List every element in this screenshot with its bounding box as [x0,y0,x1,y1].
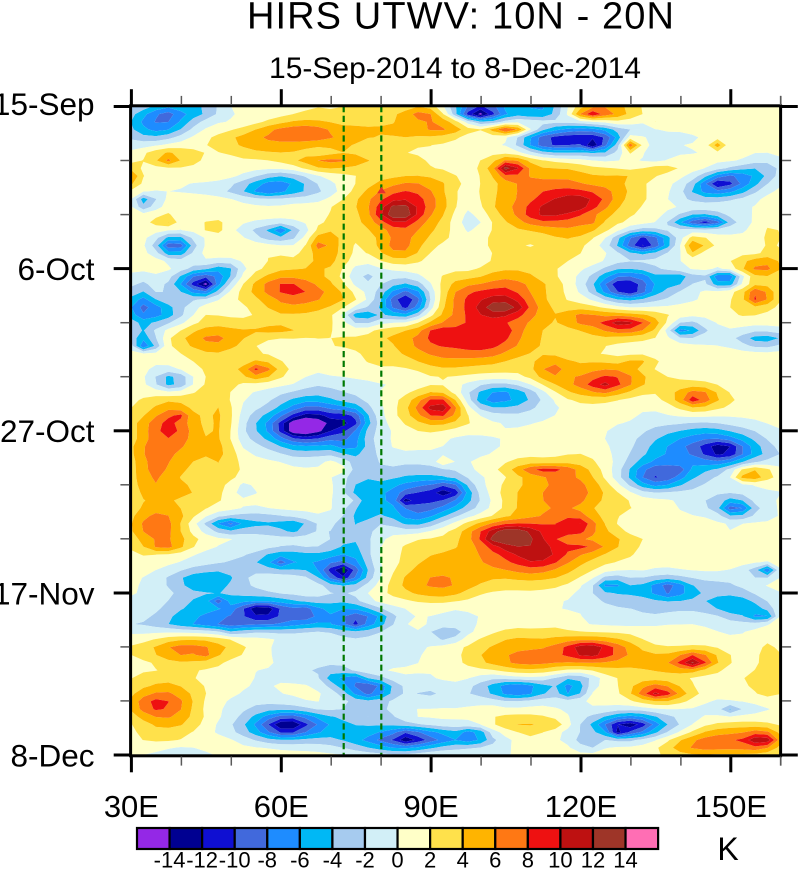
svg-text:-10: -10 [219,848,251,869]
svg-text:6: 6 [489,848,501,869]
svg-text:-6: -6 [290,848,310,869]
svg-text:15-Sep-2014 to 8-Dec-2014: 15-Sep-2014 to 8-Dec-2014 [269,52,641,85]
svg-text:8-Dec: 8-Dec [10,737,94,773]
svg-text:4: 4 [457,848,469,869]
svg-text:0: 0 [391,848,403,869]
svg-text:14: 14 [613,848,637,869]
svg-text:90E: 90E [404,789,459,824]
svg-text:8: 8 [522,848,534,869]
svg-text:10: 10 [548,848,572,869]
svg-text:-12: -12 [186,848,218,869]
svg-text:HIRS UTWV: 10N - 20N: HIRS UTWV: 10N - 20N [247,0,675,38]
svg-text:-14: -14 [154,848,186,869]
svg-text:-8: -8 [257,848,277,869]
svg-text:30E: 30E [104,789,159,824]
svg-text:12: 12 [581,848,605,869]
svg-text:27-Oct: 27-Oct [0,413,95,449]
svg-text:120E: 120E [545,789,617,824]
svg-text:-2: -2 [355,848,375,869]
svg-text:2: 2 [424,848,436,869]
svg-text:60E: 60E [254,789,309,824]
svg-text:K: K [717,831,738,867]
svg-text:150E: 150E [695,789,767,824]
svg-text:17-Nov: 17-Nov [0,575,95,611]
svg-text:6-Oct: 6-Oct [17,251,94,287]
svg-text:-4: -4 [323,848,343,869]
svg-text:15-Sep: 15-Sep [0,86,95,122]
